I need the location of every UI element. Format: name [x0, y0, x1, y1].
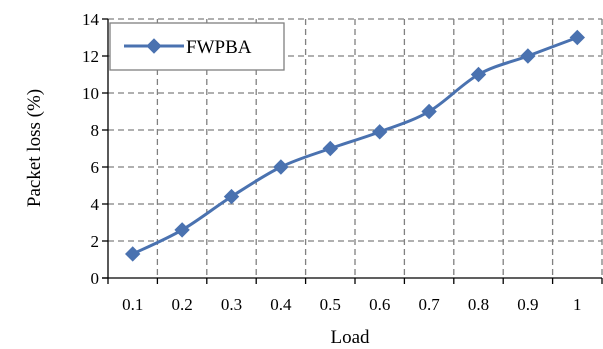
x-tick-label: 0.6	[369, 295, 390, 314]
data-point-marker	[124, 246, 141, 262]
y-tick-label: 6	[91, 158, 100, 177]
axes	[102, 18, 603, 284]
legend-label-fwpba: FWPBA	[186, 37, 252, 58]
data-point-marker	[174, 222, 190, 238]
y-tick-label: 10	[82, 84, 99, 103]
x-tick-label: 0.7	[418, 295, 440, 314]
series-layer	[124, 29, 586, 262]
legend-marker-fwpba	[146, 38, 162, 54]
x-tick-label: 0.8	[468, 295, 489, 314]
data-point-marker	[273, 159, 289, 175]
y-tick-label: 14	[82, 10, 100, 29]
y-tick-label: 0	[91, 269, 100, 288]
y-tick-label: 4	[91, 195, 100, 214]
legend: FWPBA	[109, 22, 285, 71]
data-point-marker	[520, 48, 536, 64]
x-tick-label: 1	[573, 295, 582, 314]
x-tick-label: 0.1	[122, 295, 143, 314]
x-tick-label: 0.4	[270, 295, 292, 314]
x-tick-label: 0.2	[171, 295, 192, 314]
x-tick-label: 0.3	[221, 295, 242, 314]
data-point-marker	[322, 140, 339, 157]
series-line-fwpba	[132, 36, 578, 256]
data-point-marker	[569, 29, 586, 46]
data-point-marker	[470, 66, 487, 83]
data-point-marker	[223, 188, 240, 205]
y-tick-label: 8	[91, 121, 100, 140]
y-tick-label: 12	[82, 47, 99, 66]
x-axis-title: Load	[330, 327, 370, 348]
y-axis-title: Packet loss (%)	[24, 89, 45, 207]
y-tick-labels: 0 2 4 6 8 10 12 14	[82, 10, 100, 288]
data-point-marker	[371, 124, 388, 140]
x-tick-labels: 0.1 0.2 0.3 0.4 0.5 0.6 0.7 0.8 0.9 1	[122, 295, 581, 314]
x-tick-label: 0.9	[517, 295, 538, 314]
y-tick-label: 2	[91, 232, 100, 251]
x-tick-label: 0.5	[320, 295, 341, 314]
data-point-marker	[421, 103, 437, 120]
